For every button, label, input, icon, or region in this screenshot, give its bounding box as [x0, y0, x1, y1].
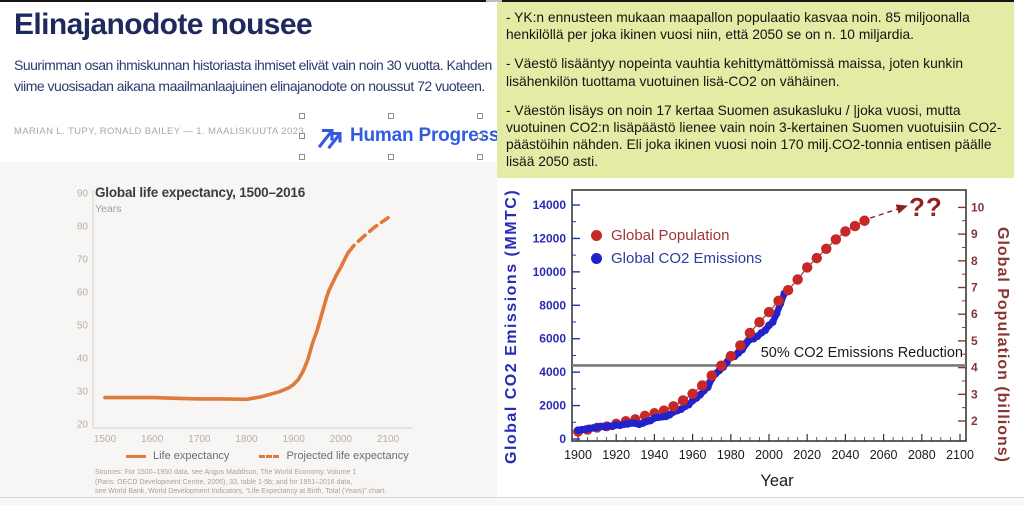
source-line: see World Bank, World Development Indica…: [95, 488, 387, 495]
top-border: [0, 0, 1014, 2]
resize-handle-s[interactable]: [388, 154, 394, 160]
article-header: Elinajanodote nousee Suurimman osan ihmi…: [0, 2, 497, 162]
svg-text:1700: 1700: [188, 434, 211, 445]
svg-text:2080: 2080: [908, 448, 936, 462]
x-axis-title: Year: [760, 472, 794, 490]
svg-text:12000: 12000: [533, 231, 567, 245]
svg-text:80: 80: [77, 222, 89, 233]
co2-population-plot: 1900 1920 1940 1960 1980 2000 2020 2040 2060 2080…: [533, 189, 985, 462]
reduction-line-label: 50% CO2 Emissions Reduction: [760, 345, 963, 361]
bottom-margin: [0, 498, 1024, 505]
resize-handle-sw[interactable]: [299, 154, 305, 160]
svg-text:40: 40: [77, 354, 89, 365]
chart-title: Global life expectancy, 1500–2016: [95, 185, 306, 200]
article-subtitle: Suurimman osan ihmiskunnan historiasta i…: [14, 57, 492, 94]
resize-handle-ne[interactable]: [477, 113, 483, 119]
dashed-line-swatch: [259, 454, 280, 458]
question-marks-annotation: ??: [909, 192, 943, 222]
page-title: Elinajanodote nousee: [14, 8, 313, 41]
svg-text:30: 30: [77, 387, 89, 398]
co2-population-chart-image[interactable]: 1900 1920 1940 1960 1980 2000 2020 2040 2060 2080…: [497, 178, 1024, 497]
left-axis-title: Global CO2 Emissions (MMTC): [503, 188, 520, 464]
note-paragraph: - Väestö lisääntyy nopeinta vauhtia kehi…: [506, 56, 964, 89]
svg-text:1600: 1600: [141, 434, 164, 445]
resize-handle-nw[interactable]: [299, 113, 305, 119]
svg-text:6000: 6000: [539, 332, 566, 346]
svg-text:1960: 1960: [679, 448, 707, 462]
legend-projected: Projected life expectancy: [286, 450, 409, 462]
svg-text:10: 10: [971, 200, 985, 214]
bottom-divider: [0, 497, 1024, 498]
svg-text:1940: 1940: [640, 448, 668, 462]
notes-text-block[interactable]: - YK:n ennusteen mukaan maapallon popula…: [497, 2, 1014, 178]
svg-text:1980: 1980: [717, 448, 745, 462]
svg-text:14000: 14000: [533, 198, 567, 212]
legend-global-co2: Global CO2 Emissions: [611, 250, 762, 267]
note-paragraph: - YK:n ennusteen mukaan maapallon popula…: [506, 10, 970, 43]
chart-units-label: Years: [95, 203, 122, 215]
chart-legend: Global Population Global CO2 Emissions: [591, 224, 762, 270]
svg-text:20: 20: [77, 420, 89, 431]
svg-text:60: 60: [77, 288, 89, 299]
svg-text:2020: 2020: [793, 448, 821, 462]
life-expectancy-chart-image[interactable]: Global life expectancy, 1500–2016 Years …: [0, 162, 497, 498]
svg-text:8000: 8000: [539, 298, 566, 312]
source-line: (Paris: OECD Development Centre, 2006), …: [95, 478, 353, 486]
svg-text:1500: 1500: [94, 434, 117, 445]
svg-text:2040: 2040: [831, 448, 859, 462]
svg-text:50: 50: [77, 321, 89, 332]
svg-text:2000: 2000: [330, 434, 353, 445]
svg-text:1900: 1900: [283, 434, 306, 445]
svg-text:7: 7: [971, 281, 978, 295]
svg-text:5: 5: [971, 334, 978, 348]
note-paragraph: - Väestön lisäys on noin 17 kertaa Suome…: [506, 102, 1002, 170]
svg-text:2000: 2000: [755, 448, 783, 462]
svg-text:8: 8: [971, 254, 978, 268]
svg-text:1900: 1900: [564, 448, 592, 462]
article-byline: MARIAN L. TUPY, RONALD BAILEY — 1. MAALI…: [14, 126, 305, 137]
blue-dot-icon: [591, 253, 602, 264]
svg-text:4: 4: [971, 361, 978, 375]
svg-text:9: 9: [971, 227, 978, 241]
svg-text:0: 0: [559, 432, 566, 446]
human-progress-logo[interactable]: Human Progress: [316, 120, 499, 152]
resize-handle-w[interactable]: [299, 133, 305, 139]
svg-text:70: 70: [77, 255, 89, 266]
life-expectancy-plot: 90 80 70 60 50 40 30 20 1500 1600 1700 1800 1900 2000…: [77, 189, 412, 445]
resize-handle-n[interactable]: [388, 113, 394, 119]
human-progress-arrows-icon: [317, 128, 342, 150]
logo-text: Human Progress: [350, 125, 500, 146]
svg-text:2060: 2060: [870, 448, 898, 462]
svg-text:90: 90: [77, 189, 89, 200]
chart-legend: Life expectancy Projected life expectanc…: [126, 450, 409, 462]
svg-text:1920: 1920: [602, 448, 630, 462]
svg-text:6: 6: [971, 307, 978, 321]
solid-line-swatch: [126, 454, 146, 458]
right-axis-title: Global Population (billions): [994, 226, 1011, 463]
svg-text:3: 3: [971, 387, 978, 401]
svg-text:2000: 2000: [539, 399, 566, 413]
svg-text:2100: 2100: [377, 434, 400, 445]
svg-text:10000: 10000: [533, 265, 567, 279]
legend-life-expectancy: Life expectancy: [153, 450, 230, 462]
resize-handle-e[interactable]: [477, 133, 483, 139]
svg-text:2: 2: [971, 414, 978, 428]
svg-text:2100: 2100: [946, 448, 974, 462]
source-line: Sources: For 1500–1950 data, see Angus M…: [95, 469, 357, 476]
red-dot-icon: [591, 230, 602, 241]
svg-text:1800: 1800: [235, 434, 258, 445]
svg-text:4000: 4000: [539, 365, 566, 379]
resize-handle-se[interactable]: [477, 154, 483, 160]
chart-sources: Sources: For 1500–1950 data, see Angus M…: [95, 468, 386, 497]
legend-global-population: Global Population: [611, 227, 730, 244]
